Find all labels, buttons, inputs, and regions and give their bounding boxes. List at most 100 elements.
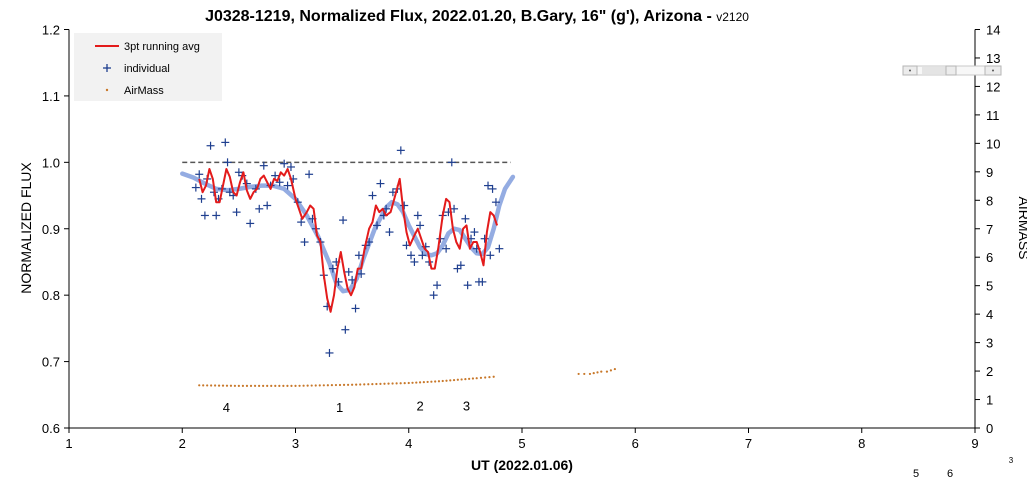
annotation-layer: 4 1 2 3 [223,399,470,415]
individual-point [480,234,489,243]
airmass-point [399,382,402,385]
airmass-point [237,384,240,387]
airmass-point [588,372,592,376]
y-axis-ticks: 0.6 0.7 0.8 0.9 1.0 1.1 1.2 [42,23,69,436]
airmass-point [363,383,366,386]
airmass-point [445,379,448,382]
airmass-point [278,384,281,387]
airmass-point [418,381,422,384]
individual-point [351,304,360,313]
airmass-point [225,384,229,387]
scrollbar-thumb[interactable] [922,67,948,74]
airmass-point [422,381,425,384]
individual-point [491,198,500,207]
individual-point [410,257,419,266]
airmass-point [375,382,378,386]
y-tick-label: 0.8 [42,288,60,303]
individual-point [447,158,456,167]
airmass-point [262,384,265,387]
airmass-point [306,384,309,387]
individual-point [206,141,215,150]
individual-point [191,183,200,192]
airmass-point [367,383,370,386]
airmass-point [391,382,394,385]
individual-point [484,181,493,190]
airmass-point [441,379,444,383]
individual-point [283,181,292,190]
airmass-point [492,375,495,378]
airmass-point [221,384,225,387]
y2-tick-label: 6 [986,250,993,265]
airmass-point [290,384,293,387]
x-tick-label: 9 [971,436,978,451]
airmass-point [488,376,491,379]
airmass-point [415,381,418,384]
x-tick-label: 2 [179,436,186,451]
airmass-point [202,384,205,387]
individual-point [200,211,209,220]
model-curve [180,171,516,294]
airmass-point [383,382,386,385]
individual-point [357,269,366,278]
airmass-point [229,384,233,387]
airmass-point [213,384,217,387]
scrollbar-right-glyph-icon [992,69,994,72]
airmass-point [426,380,429,384]
individual-point [325,348,334,357]
airmass-point [310,384,313,387]
individual-point [461,214,470,223]
airmass-point [253,384,257,387]
airmass-point [395,382,398,385]
legend-label-avg: 3pt running avg [124,41,200,53]
individual-point [221,138,230,147]
individual-point [385,228,394,237]
individual-point [339,216,348,225]
x-tick-label: 1 [65,436,72,451]
y2-tick-label: 9 [986,165,993,180]
airmass-point [371,383,374,386]
stray-label-5: 5 [913,468,919,477]
y-tick-label: 1.1 [42,89,60,104]
airmass-point [592,372,595,375]
airmass-point [464,378,467,381]
x-tick-label: 4 [405,436,412,451]
airmass-point [249,384,253,387]
y2-tick-label: 4 [986,307,993,322]
individual-point [407,251,416,260]
individual-point [450,204,459,213]
x-axis-ticks: 1 2 3 4 5 6 7 8 9 [65,428,979,451]
airmass-point [479,376,483,379]
individual-point [456,261,465,270]
stray-label-3: 3 [1009,456,1014,465]
individual-point [433,281,442,290]
x-tick-label: 5 [518,436,525,451]
airmass-point [403,382,406,385]
annotation-label: 1 [336,400,343,415]
airmass-point [286,384,289,387]
airmass-point [379,382,382,385]
airmass-point [217,384,221,387]
individual-point [478,277,487,286]
airmass-point [338,383,342,387]
scrollbar-left-glyph-icon [909,69,911,72]
airmass-point [452,378,456,382]
individual-point [341,325,350,334]
airmass-point [241,384,245,387]
individual-point [305,170,314,179]
individual-point [234,168,243,177]
airmass-point [430,380,433,383]
individual-point [263,201,272,210]
legend: 3pt running avg individual AirMass [74,33,222,101]
airmass-point [210,384,213,387]
airmass-point [326,384,329,387]
airmass-point [282,384,285,387]
scrollbar-middle-button[interactable] [945,65,957,76]
individual-point [429,291,438,300]
airmass-point [407,381,410,385]
individual-point [400,201,409,210]
airmass-point [233,384,237,387]
airmass-point [245,384,249,387]
scrollbar-widget[interactable] [902,65,1002,76]
